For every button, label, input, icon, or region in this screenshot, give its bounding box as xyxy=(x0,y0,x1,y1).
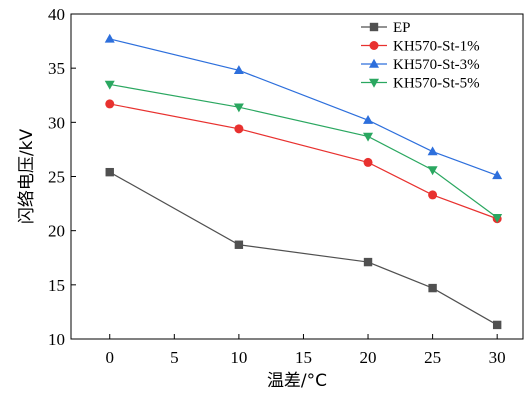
x-tick-label: 25 xyxy=(424,348,441,367)
series-3 xyxy=(104,80,503,223)
series-layer xyxy=(104,33,503,330)
y-tick-label: 20 xyxy=(48,222,65,241)
data-point xyxy=(363,114,374,124)
legend-label: KH570-St-1% xyxy=(393,39,480,55)
y-tick-label: 30 xyxy=(48,113,65,132)
x-tick-label: 0 xyxy=(105,348,114,367)
data-point xyxy=(428,283,437,293)
data-point xyxy=(363,132,374,142)
x-tick-label: 5 xyxy=(170,348,179,367)
y-tick-label: 40 xyxy=(48,5,65,24)
legend-item: KH570-St-3% xyxy=(361,57,480,73)
series-0 xyxy=(105,167,502,330)
data-point xyxy=(104,33,115,43)
x-tick-label: 10 xyxy=(230,348,247,367)
legend-label: KH570-St-5% xyxy=(393,76,480,92)
legend-item: EP xyxy=(361,20,411,36)
series-2 xyxy=(104,33,503,180)
x-axis-title: 温差/°C xyxy=(267,371,327,391)
data-point xyxy=(363,157,373,167)
legend-label: KH570-St-3% xyxy=(393,57,480,73)
legend-marker xyxy=(369,58,379,68)
y-tick-label: 35 xyxy=(48,59,65,78)
data-point xyxy=(234,124,244,134)
data-point xyxy=(492,213,503,223)
axes: 0 5 10 15 20 25 30 10 15 20 25 30 35 40 xyxy=(48,5,524,367)
data-point xyxy=(492,320,502,330)
data-point xyxy=(233,103,244,113)
x-tick-label: 20 xyxy=(360,348,377,367)
x-tick-label: 30 xyxy=(489,348,506,367)
data-point xyxy=(428,190,438,200)
y-tick-label: 25 xyxy=(48,168,65,187)
data-point xyxy=(492,170,503,180)
legend-item: KH570-St-1% xyxy=(361,39,480,55)
legend: EP KH570-St-1% KH570-St-3% KH570-St-5% xyxy=(361,20,480,92)
data-point xyxy=(105,167,114,177)
series-line xyxy=(109,171,498,326)
legend-marker xyxy=(369,78,379,88)
data-point xyxy=(104,80,115,90)
legend-marker xyxy=(369,41,379,50)
data-point xyxy=(105,99,115,109)
x-tick-label: 15 xyxy=(295,348,312,367)
legend-label: EP xyxy=(393,20,411,36)
legend-item: KH570-St-5% xyxy=(361,76,480,92)
data-point xyxy=(233,65,244,75)
y-axis-title: 闪络电压/kV xyxy=(17,129,37,225)
data-point xyxy=(363,257,373,267)
y-tick-label: 15 xyxy=(48,276,65,295)
data-point xyxy=(234,240,244,249)
series-line xyxy=(109,103,498,220)
series-1 xyxy=(105,99,502,224)
legend-marker xyxy=(369,22,379,32)
y-tick-label: 10 xyxy=(48,330,65,349)
data-point xyxy=(427,146,438,156)
data-point xyxy=(427,166,438,176)
